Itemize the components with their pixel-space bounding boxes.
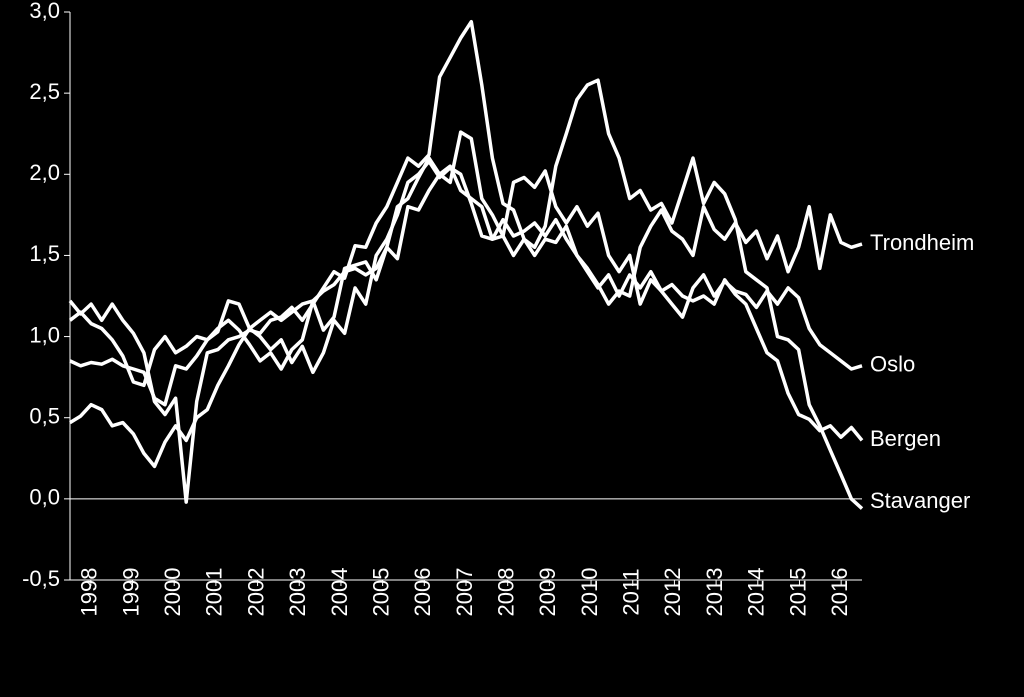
x-tick-label: 2014 [744, 568, 769, 617]
series-label-oslo: Oslo [870, 352, 915, 377]
x-tick-label-group: 2013 [702, 568, 727, 617]
y-tick-label: 1,0 [29, 322, 60, 347]
x-tick-label-group: 2004 [327, 568, 352, 617]
x-tick-label-group: 2006 [410, 568, 435, 617]
chart-svg: -0,5 0,0 0,5 1,0 1,5 2,0 2,5 3,0 1998 1999 2000 200… [0, 0, 1024, 697]
x-tick-label: 2003 [285, 568, 310, 617]
x-tick-label: 2000 [160, 568, 185, 617]
x-tick-label: 2001 [202, 568, 227, 617]
x-tick-label: 2004 [327, 568, 352, 617]
x-tick-label-group: 2008 [493, 568, 518, 617]
x-tick-label-group: 2001 [202, 568, 227, 617]
x-tick-label-group: 1999 [118, 568, 143, 617]
x-tick-label-group: 2007 [452, 568, 477, 617]
x-tick-label-group: 2009 [535, 568, 560, 617]
y-tick-label: 2,5 [29, 79, 60, 104]
x-tick-label-group: 2000 [160, 568, 185, 617]
y-tick-label: 1,5 [29, 241, 60, 266]
x-tick-label: 1999 [118, 568, 143, 617]
x-tick-label: 2002 [243, 568, 268, 617]
y-tick-label: 2,0 [29, 160, 60, 185]
y-tick-label: 0,0 [29, 485, 60, 510]
series-label-trondheim: Trondheim [870, 230, 974, 255]
y-tick-label: -0,5 [22, 566, 60, 591]
x-tick-label-group: 2002 [243, 568, 268, 617]
x-tick-label: 2005 [368, 568, 393, 617]
x-tick-label-group: 2012 [660, 568, 685, 617]
x-tick-label: 2013 [702, 568, 727, 617]
series-label-bergen: Bergen [870, 426, 941, 451]
x-tick-label: 2009 [535, 568, 560, 617]
x-tick-label: 2016 [827, 568, 852, 617]
x-tick-label-group: 1998 [77, 568, 102, 617]
x-tick-label-group: 2011 [619, 568, 644, 615]
x-tick-label-group: 2016 [827, 568, 852, 617]
y-tick-label: 0,5 [29, 404, 60, 429]
x-tick-label: 2011 [619, 568, 644, 615]
line-chart: -0,5 0,0 0,5 1,0 1,5 2,0 2,5 3,0 1998 1999 2000 200… [0, 0, 1024, 697]
x-tick-label-group: 2014 [744, 568, 769, 617]
x-tick-label: 2012 [660, 568, 685, 617]
x-tick-label: 2006 [410, 568, 435, 617]
x-tick-label: 2008 [493, 568, 518, 617]
x-tick-label: 2010 [577, 568, 602, 617]
x-tick-label: 2015 [785, 568, 810, 617]
x-tick-label: 2007 [452, 568, 477, 617]
y-tick-label: 3,0 [29, 0, 60, 23]
x-tick-label-group: 2015 [785, 568, 810, 617]
x-tick-label-group: 2003 [285, 568, 310, 617]
x-tick-label-group: 2005 [368, 568, 393, 617]
x-tick-label: 1998 [77, 568, 102, 617]
x-tick-label-group: 2010 [577, 568, 602, 617]
series-label-stavanger: Stavanger [870, 488, 970, 513]
